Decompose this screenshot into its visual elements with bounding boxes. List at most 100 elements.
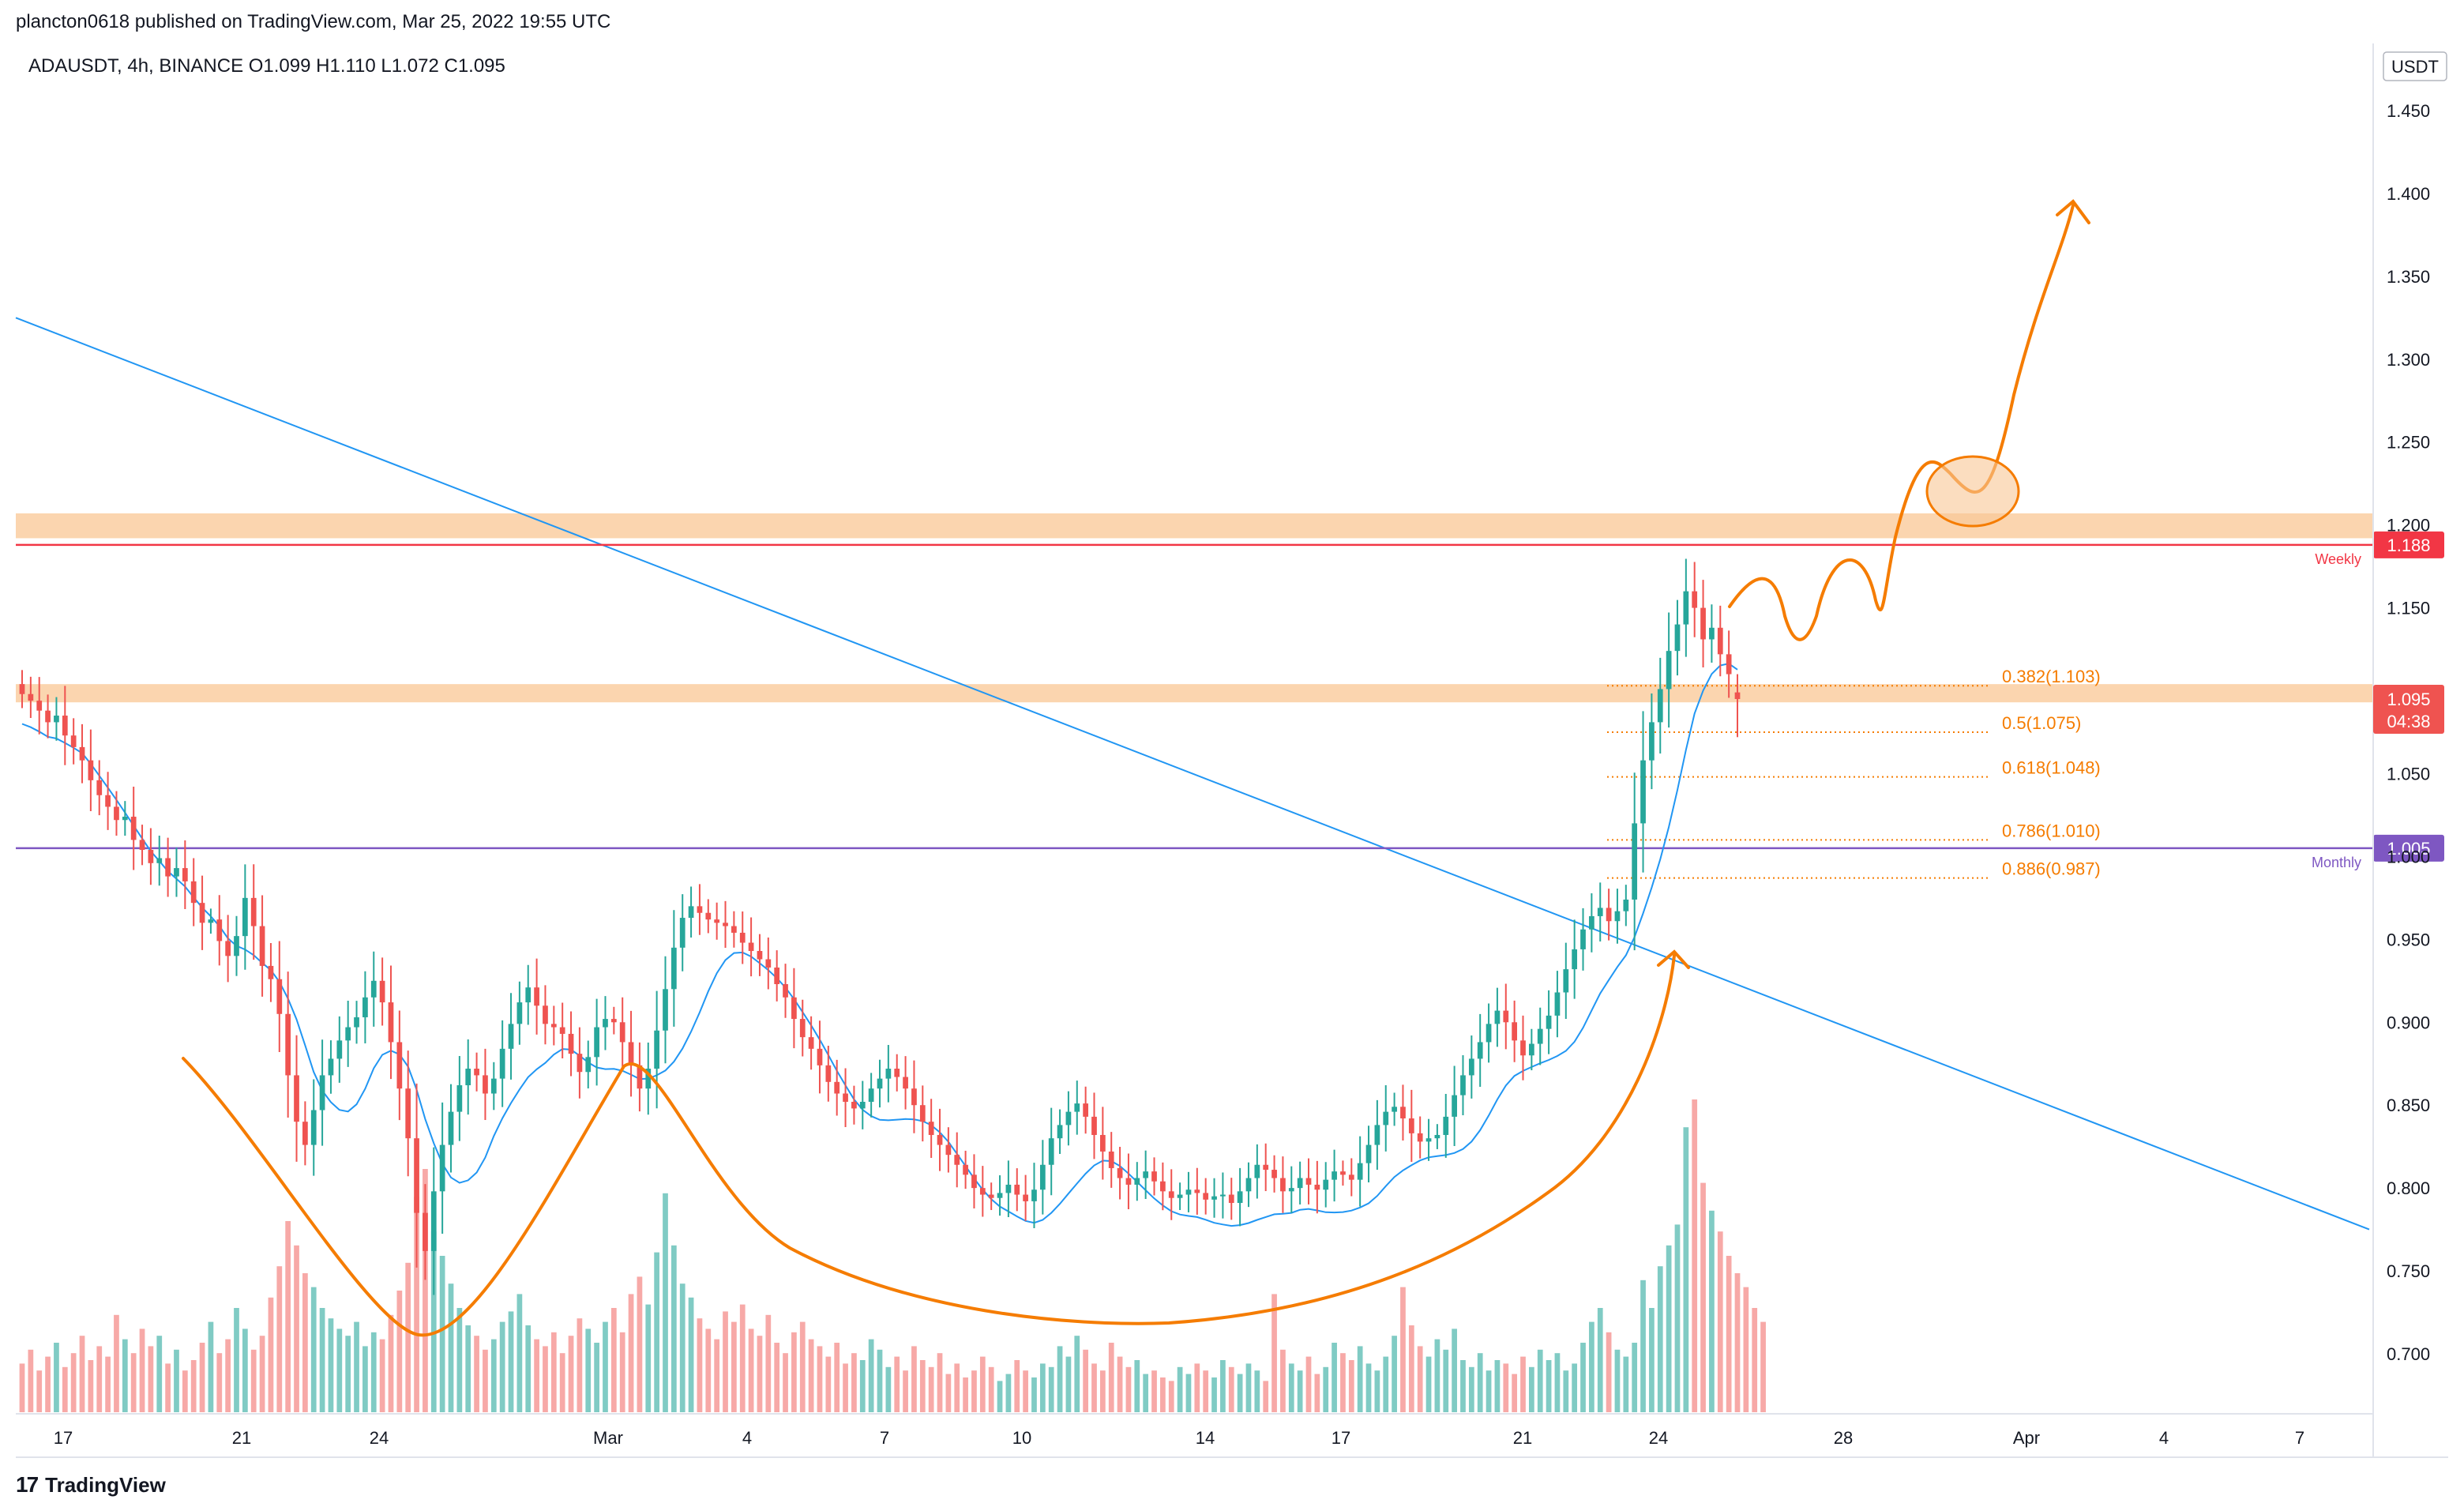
volume-bar: [1700, 1182, 1706, 1412]
volume-bar: [62, 1366, 68, 1412]
volume-bar: [654, 1252, 660, 1412]
candle-body: [1709, 627, 1715, 640]
volume-bar: [1589, 1321, 1594, 1412]
volume-bar: [997, 1381, 1003, 1412]
candle-body: [1563, 969, 1569, 993]
volume-bar: [1374, 1370, 1380, 1412]
candle-body: [234, 936, 239, 956]
volume-bar: [1005, 1374, 1012, 1412]
volume-bar: [302, 1273, 308, 1412]
volume-bar: [628, 1294, 634, 1412]
candle-body: [705, 912, 712, 920]
candle-body: [843, 1093, 848, 1103]
candle-body: [396, 1042, 403, 1089]
volume-layer: [19, 1099, 1766, 1412]
candle-body: [1486, 1024, 1492, 1043]
volume-bar: [663, 1193, 668, 1412]
volume-bar: [534, 1339, 539, 1412]
candle-body: [499, 1048, 505, 1079]
candle-body: [894, 1069, 900, 1077]
candle-body: [748, 942, 754, 952]
price-tick: 1.350: [2387, 267, 2430, 287]
candle-body: [1400, 1107, 1406, 1118]
candle-body: [997, 1193, 1003, 1198]
volume-bar: [774, 1343, 780, 1412]
tradingview-logo[interactable]: 17 TradingView: [16, 1472, 166, 1498]
volume-bar: [748, 1328, 754, 1412]
candle-body: [285, 1013, 291, 1076]
volume-bar: [894, 1356, 900, 1412]
volume-bar: [1417, 1346, 1423, 1412]
resistance-zone-1: [16, 684, 2373, 703]
candle-body: [1357, 1163, 1363, 1180]
current-price-label: 1.095: [2387, 690, 2430, 709]
volume-bar: [1649, 1308, 1655, 1412]
candle-body: [516, 1002, 523, 1024]
candle-body: [439, 1144, 445, 1192]
volume-bar: [1734, 1273, 1741, 1412]
candle-body: [1452, 1095, 1457, 1117]
candles-layer: [19, 558, 1741, 1295]
volume-bar: [430, 1231, 437, 1412]
volume-bar: [1546, 1360, 1552, 1412]
time-tick: 28: [1834, 1428, 1853, 1448]
candle-body: [1717, 627, 1723, 655]
candle-body: [1280, 1178, 1286, 1192]
volume-bar: [688, 1297, 694, 1412]
volume-bar: [1237, 1374, 1243, 1412]
volume-bar: [1512, 1374, 1518, 1412]
candle-body: [1417, 1133, 1423, 1142]
volume-bar: [156, 1336, 163, 1412]
candle-body: [971, 1174, 977, 1189]
volume-bar: [370, 1332, 377, 1412]
candle-body: [328, 1058, 334, 1076]
candle-body: [1065, 1111, 1072, 1126]
candle-body: [534, 987, 539, 1006]
candle-body: [465, 1069, 471, 1086]
volume-bar: [679, 1283, 685, 1412]
candle-body: [723, 923, 728, 926]
price-tick: 1.450: [2387, 101, 2430, 121]
candle-body: [525, 987, 531, 1003]
volume-bar: [508, 1311, 514, 1412]
volume-bar: [96, 1346, 103, 1412]
fib-label: 0.886(0.987): [2002, 859, 2101, 879]
candle-body: [1091, 1116, 1097, 1135]
candle-body: [550, 1024, 557, 1028]
volume-bar: [276, 1266, 283, 1412]
volume-bar: [1280, 1349, 1286, 1412]
moving-average-line: [21, 663, 1738, 1227]
current-price-badge: [2373, 685, 2444, 735]
volume-bar: [1143, 1374, 1149, 1412]
candle-body: [783, 983, 788, 998]
volume-bar: [216, 1353, 223, 1412]
volume-bar: [1108, 1343, 1114, 1412]
candle-body: [354, 1017, 359, 1028]
level-price-label: 1.188: [2387, 536, 2430, 555]
currency-button: [2383, 51, 2447, 81]
volume-bar: [1580, 1343, 1586, 1412]
volume-bar: [645, 1304, 652, 1412]
price-tick: 1.200: [2387, 516, 2430, 536]
volume-bar: [490, 1339, 497, 1412]
price-tick: 1.400: [2387, 184, 2430, 204]
candle-body: [1203, 1193, 1209, 1200]
volume-bar: [1494, 1360, 1501, 1412]
volume-bar: [1160, 1377, 1166, 1412]
volume-bar: [336, 1328, 343, 1412]
volume-bar: [474, 1336, 479, 1412]
volume-bar: [70, 1353, 77, 1412]
candle-body: [1151, 1171, 1157, 1182]
volume-bar: [739, 1304, 746, 1412]
volume-bar: [114, 1314, 119, 1412]
candle-body: [663, 989, 668, 1031]
fib-label: 0.382(1.103): [2002, 667, 2101, 686]
volume-bar: [1477, 1353, 1483, 1412]
candle-body: [490, 1078, 497, 1094]
volume-bar: [1194, 1363, 1200, 1412]
volume-bar: [1597, 1308, 1603, 1412]
volume-bar: [731, 1321, 737, 1412]
volume-bar: [1357, 1346, 1363, 1412]
candle-body: [808, 1037, 814, 1049]
